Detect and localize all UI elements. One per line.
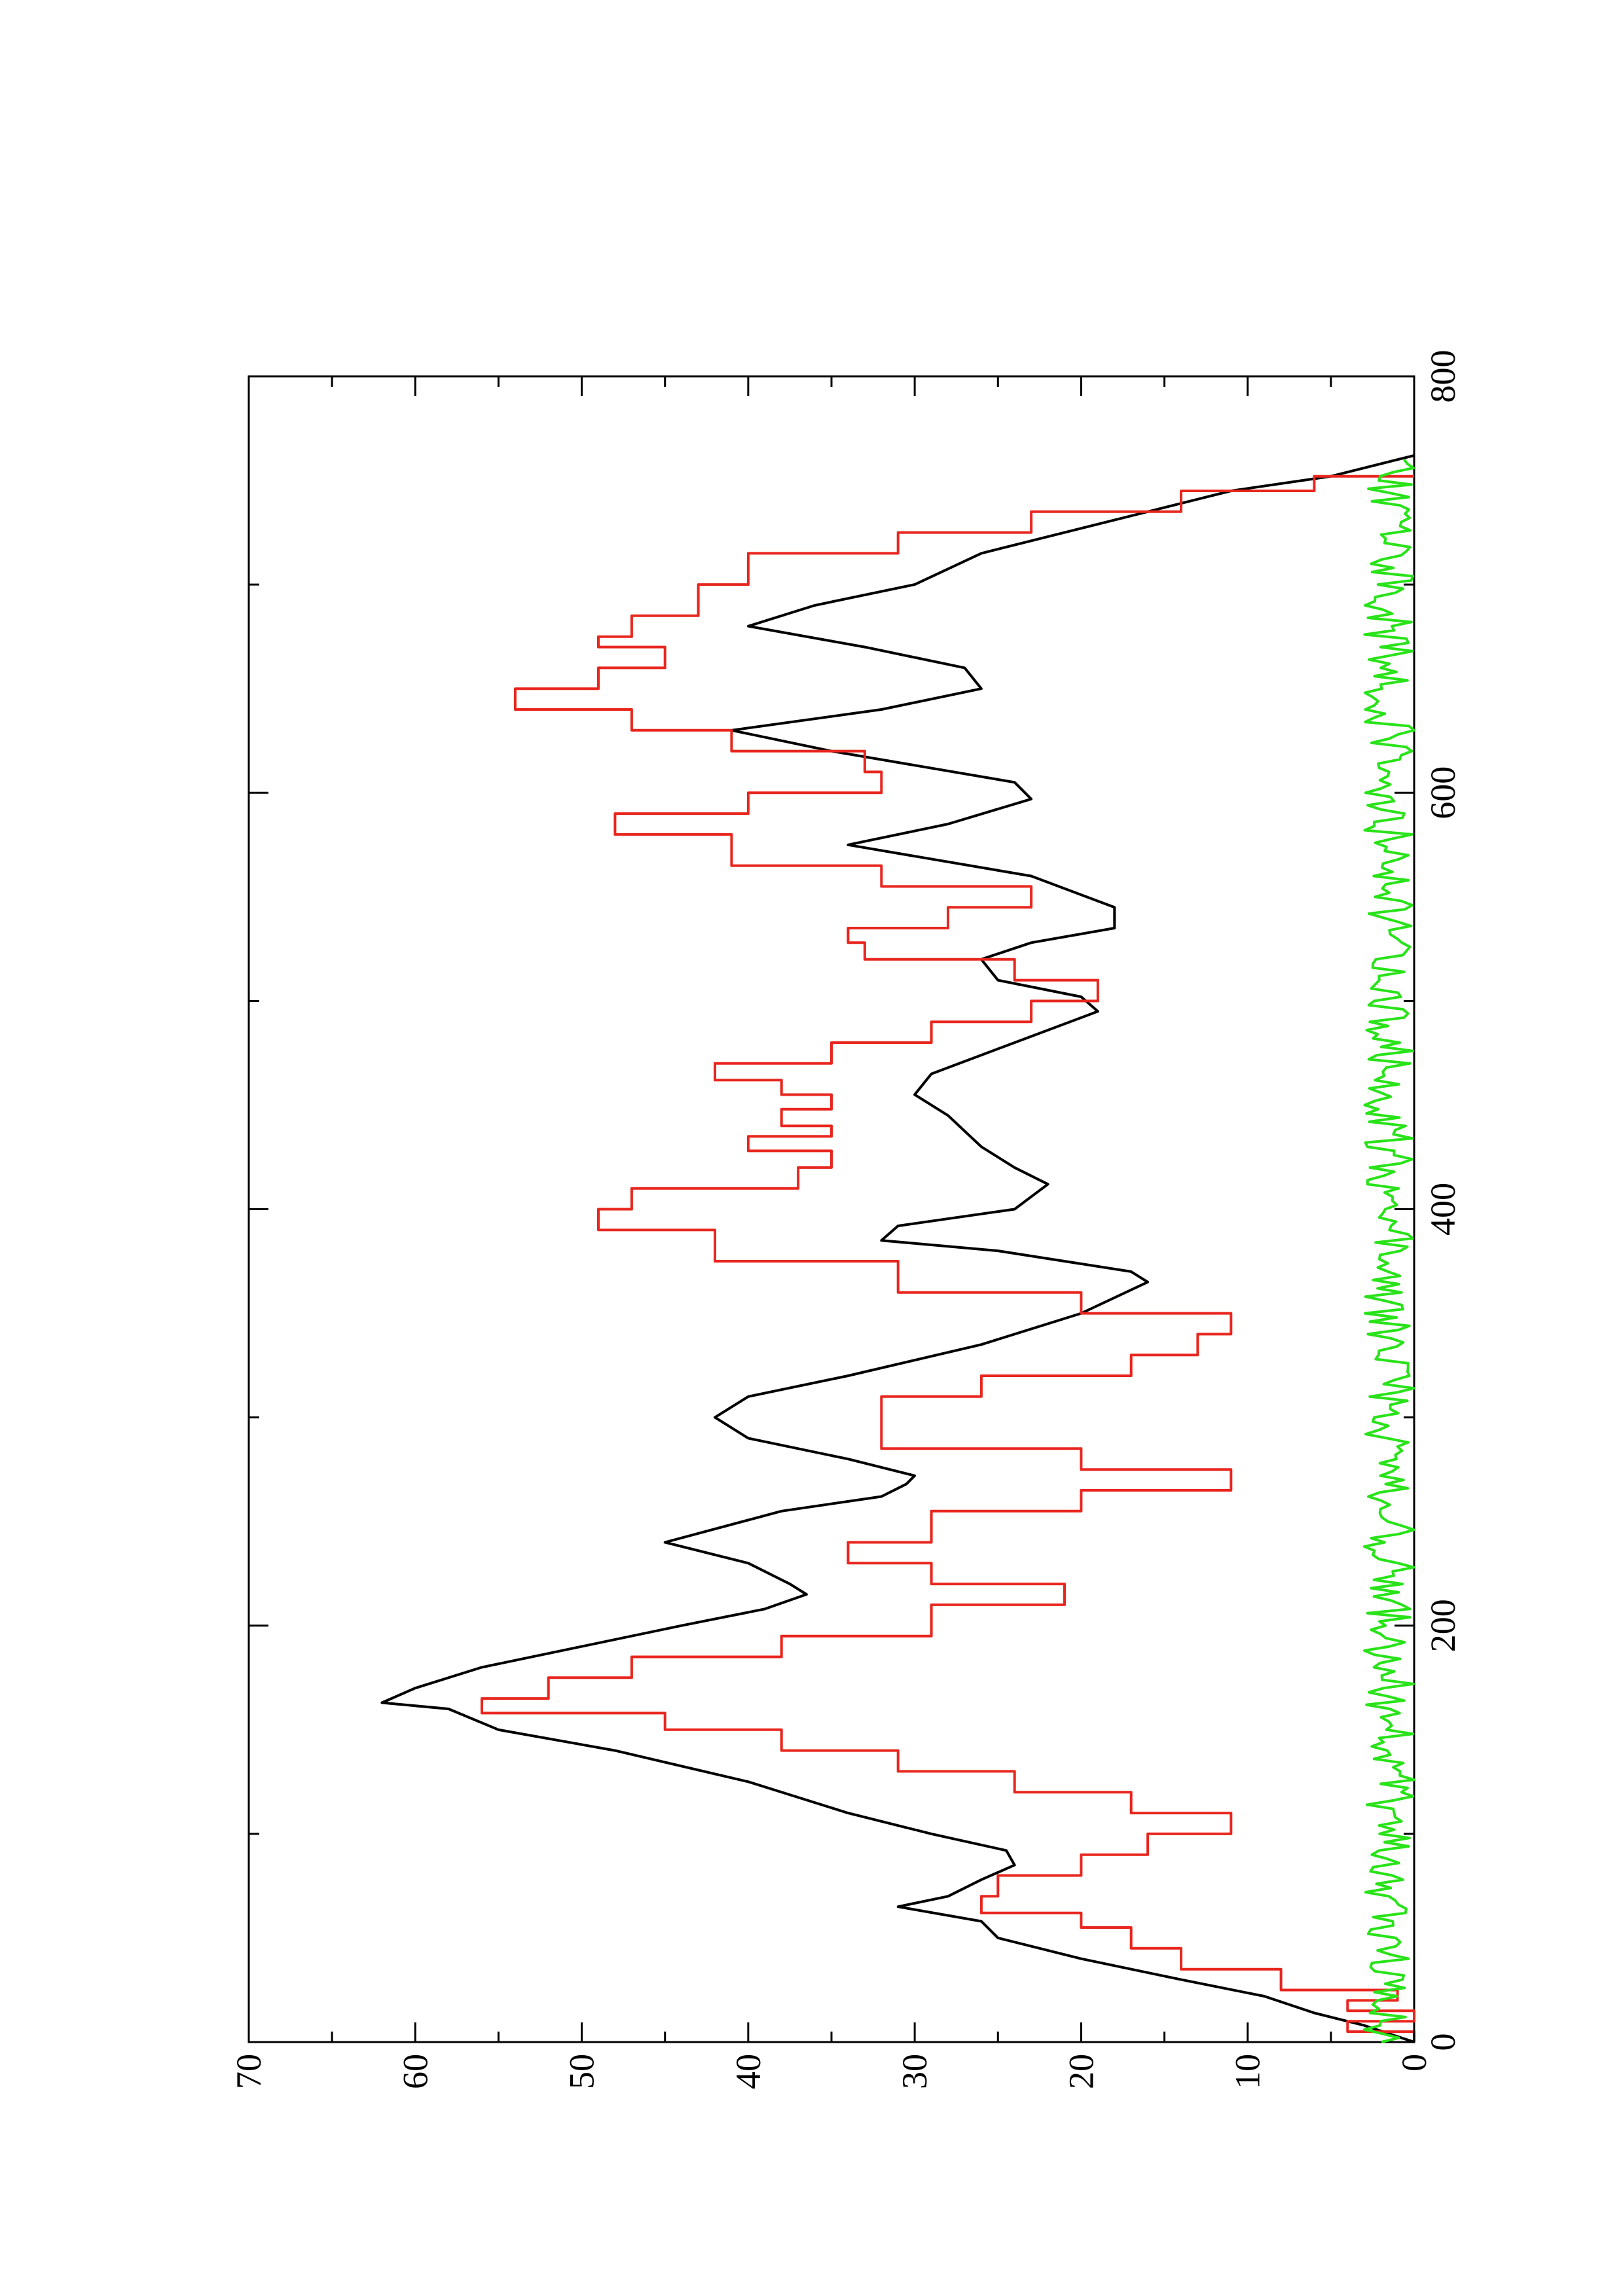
x-tick-label: 400 xyxy=(1423,1183,1463,1236)
plot-frame xyxy=(247,375,1415,2043)
labels-layer: 0 200 400 600 800 0 10 20 30 40 50 60 70 xyxy=(229,350,1463,2090)
y-tick-label: 60 xyxy=(395,2054,435,2089)
y-tick-label: 0 xyxy=(1395,2054,1434,2072)
series-line-1 xyxy=(380,454,1415,2043)
series-layer xyxy=(380,454,1415,2043)
chart-rotated-group: 0 200 400 600 800 0 10 20 30 40 50 60 70 xyxy=(229,350,1463,2090)
series-line-2 xyxy=(481,475,1415,2042)
y-tick-label: 30 xyxy=(895,2054,934,2089)
x-tick-label: 200 xyxy=(1423,1599,1463,1652)
y-tick-label: 50 xyxy=(562,2054,602,2089)
ticks-layer xyxy=(247,375,1415,2043)
y-tick-label: 70 xyxy=(229,2054,268,2089)
x-tick-label: 800 xyxy=(1423,350,1463,403)
y-tick-label: 20 xyxy=(1061,2054,1101,2089)
y-tick-label: 40 xyxy=(729,2054,768,2089)
y-tick-label: 10 xyxy=(1228,2054,1267,2089)
x-tick-label: 600 xyxy=(1423,766,1463,819)
x-tick-label: 0 xyxy=(1423,2034,1463,2051)
series-line-3 xyxy=(1362,459,1415,2043)
